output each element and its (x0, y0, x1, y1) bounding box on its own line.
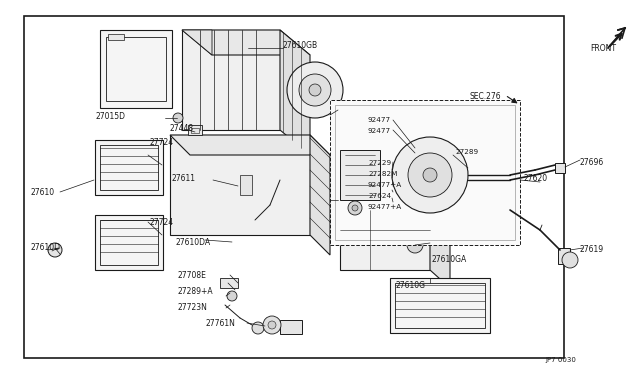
Text: 27289: 27289 (455, 149, 478, 155)
Text: 27015D: 27015D (95, 112, 125, 121)
Circle shape (252, 322, 264, 334)
Circle shape (287, 62, 343, 118)
Text: 27610GB: 27610GB (283, 41, 318, 49)
Bar (95, 215, 163, 270)
Bar (240, 175, 252, 195)
Circle shape (407, 237, 423, 253)
Text: 27724: 27724 (150, 218, 174, 227)
Polygon shape (280, 30, 310, 155)
Text: 27724: 27724 (150, 138, 174, 147)
Text: 92477+A: 92477+A (368, 204, 403, 210)
Bar (100, 145, 158, 190)
Circle shape (299, 74, 331, 106)
Text: SEC.276: SEC.276 (470, 92, 502, 100)
Text: 27289+A: 27289+A (178, 288, 214, 296)
Circle shape (309, 84, 321, 96)
Circle shape (392, 137, 468, 213)
Polygon shape (182, 30, 310, 55)
Text: 27620: 27620 (524, 173, 548, 183)
Polygon shape (170, 135, 310, 235)
Text: 27448: 27448 (170, 124, 194, 132)
Polygon shape (340, 210, 430, 270)
Text: 27610: 27610 (30, 187, 54, 196)
Text: 27610DA: 27610DA (175, 237, 210, 247)
Text: 27696: 27696 (580, 157, 604, 167)
Bar (280, 320, 302, 334)
Bar (188, 125, 202, 135)
Polygon shape (430, 210, 450, 288)
Text: 27229: 27229 (368, 160, 391, 166)
Polygon shape (340, 210, 450, 228)
Circle shape (352, 205, 358, 211)
Bar (100, 30, 172, 108)
Circle shape (268, 321, 276, 329)
Text: 27610G: 27610G (396, 280, 426, 289)
Polygon shape (182, 30, 212, 55)
Polygon shape (170, 135, 330, 155)
Bar (555, 163, 565, 173)
Bar (108, 34, 124, 40)
Text: 27761N: 27761N (205, 320, 235, 328)
Circle shape (48, 243, 62, 257)
Text: 27282M: 27282M (368, 171, 397, 177)
Circle shape (562, 252, 578, 268)
Text: 92477+A: 92477+A (368, 182, 403, 188)
Bar (191, 128, 199, 133)
Bar (330, 100, 520, 245)
Bar (95, 140, 163, 195)
Text: JP7 0030: JP7 0030 (545, 357, 576, 363)
Text: 92477: 92477 (368, 128, 391, 134)
Circle shape (263, 316, 281, 334)
Polygon shape (340, 150, 380, 200)
Text: 27610GA: 27610GA (432, 256, 467, 264)
Text: 27723N: 27723N (178, 302, 208, 311)
Circle shape (423, 168, 437, 182)
Text: 27610D: 27610D (30, 244, 60, 253)
Polygon shape (182, 30, 280, 130)
Bar (100, 220, 158, 265)
Text: 27708E: 27708E (178, 270, 207, 279)
Text: 27611: 27611 (172, 173, 196, 183)
Text: FRONT: FRONT (590, 44, 616, 52)
Bar (220, 278, 238, 288)
Bar (24, 16, 564, 358)
Circle shape (173, 113, 183, 123)
Text: 27619: 27619 (580, 246, 604, 254)
Polygon shape (310, 135, 330, 255)
Bar (558, 248, 570, 264)
Circle shape (408, 153, 452, 197)
Circle shape (348, 201, 362, 215)
Bar (106, 37, 166, 101)
Bar (390, 278, 490, 333)
Text: 92477: 92477 (368, 117, 391, 123)
Text: 27624: 27624 (368, 193, 391, 199)
Circle shape (227, 291, 237, 301)
Bar (395, 283, 485, 328)
